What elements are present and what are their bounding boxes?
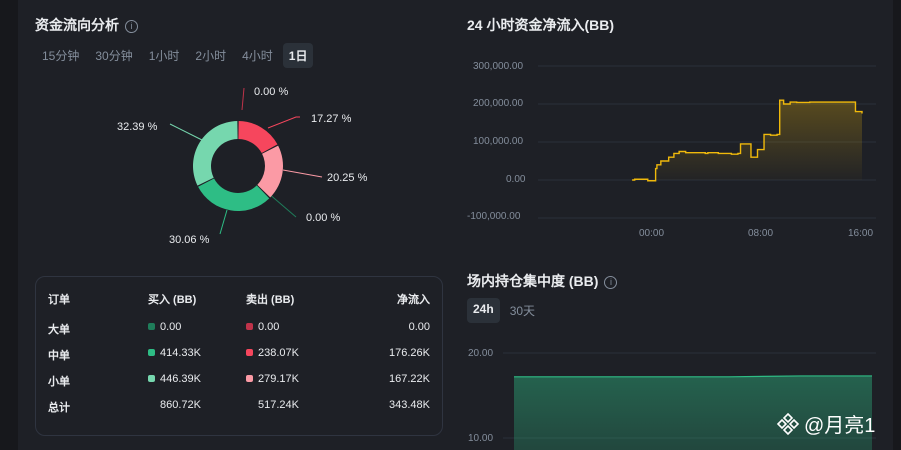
tab-interval-0[interactable]: 15分钟 [42,49,80,63]
buy-value: 860.72K [160,399,201,411]
flow-table: 订单 买入 (BB) 卖出 (BB) 净流入 大单 0.00 0.00 0.00… [35,276,443,436]
pct-label-mid-buy: 30.06 % [169,234,210,246]
pct-label-mid-sell: 17.27 % [311,113,352,125]
y-tick-label: -100,000.00 [467,211,521,222]
buy-dot [148,375,155,382]
tab-interval-2[interactable]: 1小时 [148,49,180,63]
sell-dot [246,323,253,330]
donut-slice[interactable] [192,121,238,186]
concentration-title-wrap: 场内持仓集中度 (BB) i [467,271,618,291]
buy-value: 446.39K [160,373,201,385]
y-tick-label: 300,000.00 [473,61,524,72]
leader-line [169,123,203,141]
watermark: @月亮1 [776,409,875,438]
pct-label-large-buy: 0.00 % [306,212,341,224]
donut-slice[interactable] [238,121,278,154]
buy-dot [148,349,155,356]
tab-interval-3[interactable]: 2小时 [195,49,227,63]
flow-donut-chart [169,87,323,235]
pct-label-small-buy: 32.39 % [117,121,158,133]
sell-value: 0.00 [258,321,280,333]
tab-range-1[interactable]: 30天 [509,304,536,318]
leader-line [219,209,228,235]
y-tick-label: 100,000.00 [473,136,524,147]
info-icon[interactable]: i [604,276,618,289]
sell-value: 279.17K [258,373,299,385]
row-label: 小单 [48,376,70,388]
table-row-total: 总计 860.72K 517.24K 343.48K [48,399,430,419]
tab-interval-1[interactable]: 30分钟 [95,49,133,63]
y-tick-label: 200,000.00 [473,98,524,109]
inflow-title: 24 小时资金净流入(BB) [467,17,615,33]
info-icon[interactable]: i [125,20,138,33]
donut-slice[interactable] [198,178,270,211]
row-label: 大单 [48,324,70,336]
col-net: 净流入 [397,294,430,306]
table-row-large: 大单 0.00 0.00 0.00 [48,321,430,341]
sell-value: 517.24K [258,399,299,411]
tab-interval-4[interactable]: 4小时 [242,49,273,63]
y-tick-label: 10.00 [468,433,494,444]
col-order: 订单 [48,294,70,306]
table-row-small: 小单 446.39K 279.17K 167.22K [48,373,430,393]
binance-logo-icon [776,412,800,436]
buy-value: 0.00 [160,321,182,333]
inflow-panel [448,0,893,450]
row-label: 总计 [48,402,70,414]
pct-label-large-sell: 0.00 % [254,86,289,98]
flow-title: 资金流向分析 [35,17,119,33]
flow-panel [18,0,458,450]
col-buy: 买入 (BB) [148,294,197,306]
sell-dot [246,375,253,382]
y-tick-label: 20.00 [468,348,494,359]
net-value: 176.26K [389,347,430,359]
leader-line [267,192,297,218]
table-header: 订单 买入 (BB) 卖出 (BB) 净流入 [48,291,430,311]
table-row-mid: 中单 414.33K 238.07K 176.26K [48,347,430,367]
col-sell: 卖出 (BB) [246,294,295,306]
net-value: 0.00 [408,321,430,333]
concentration-title: 场内持仓集中度 (BB) [467,273,599,289]
y-tick-label: 0.00 [506,174,526,185]
sell-value: 238.07K [258,347,299,359]
watermark-text: @月亮1 [804,415,876,437]
net-value: 343.48K [389,399,430,411]
leader-line [241,87,245,111]
donut-slice[interactable] [257,145,283,198]
row-label: 中单 [48,350,70,362]
interval-tabs: 15分钟 30分钟 1小时 2小时 4小时 1日 [36,43,314,68]
concentration-tabs: 24h 30天 [467,298,541,323]
net-value: 167.22K [389,373,430,385]
leader-line [282,169,323,178]
buy-value: 414.33K [160,347,201,359]
x-tick-label: 16:00 [848,228,874,239]
tab-interval-5[interactable]: 1日 [282,43,314,68]
sell-dot [246,349,253,356]
tab-range-0[interactable]: 24h [467,298,500,323]
pct-label-small-sell: 20.25 % [327,172,368,184]
flow-title-wrap: 资金流向分析 i [35,15,138,35]
x-tick-label: 00:00 [639,228,665,239]
leader-line [267,116,300,129]
buy-dot [148,323,155,330]
x-tick-label: 08:00 [748,228,774,239]
